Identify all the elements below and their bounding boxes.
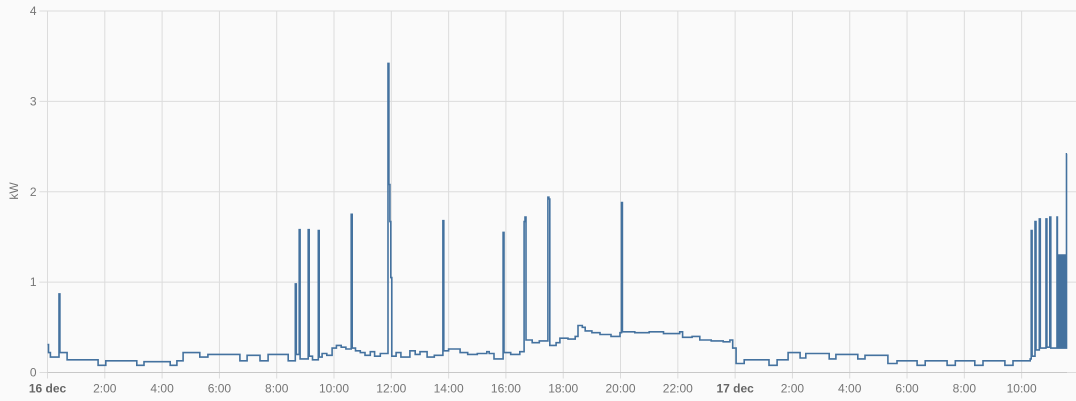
y-tick-label: 2 <box>30 185 37 199</box>
x-tick-label: 2:00 <box>93 382 117 396</box>
x-tick-label: 10:00 <box>319 382 349 396</box>
x-tick-label: 17 dec <box>716 382 754 396</box>
x-tick-label: 2:00 <box>781 382 805 396</box>
x-tick-label: 6:00 <box>895 382 919 396</box>
x-tick-label: 6:00 <box>208 382 232 396</box>
series-line[interactable] <box>47 62 1068 367</box>
x-tick-label: 18:00 <box>548 382 578 396</box>
x-tick-label: 4:00 <box>150 382 174 396</box>
y-tick-label: 4 <box>30 4 37 18</box>
x-tick-label: 12:00 <box>376 382 406 396</box>
x-axis: 16 dec 2:00 4:00 6:00 8:00 10:00 12:00 14:00 16:… <box>29 382 1037 396</box>
x-tick-label: 10:00 <box>1007 382 1037 396</box>
x-tick-label: 8:00 <box>265 382 289 396</box>
y-axis-label: kW <box>7 182 21 200</box>
x-tick-label: 4:00 <box>838 382 862 396</box>
series[interactable] <box>47 62 1068 367</box>
x-tick-label: 16 dec <box>29 382 67 396</box>
grid <box>39 10 1076 379</box>
y-tick-label: 0 <box>30 366 37 380</box>
x-tick-label: 14:00 <box>434 382 464 396</box>
y-tick-label: 3 <box>30 94 37 108</box>
y-tick-label: 1 <box>30 275 37 289</box>
x-tick-label: 22:00 <box>663 382 693 396</box>
x-tick-label: 16:00 <box>491 382 521 396</box>
y-axis: 0 1 2 3 4 <box>30 4 37 380</box>
x-tick-label: 20:00 <box>606 382 636 396</box>
x-tick-label: 8:00 <box>953 382 977 396</box>
